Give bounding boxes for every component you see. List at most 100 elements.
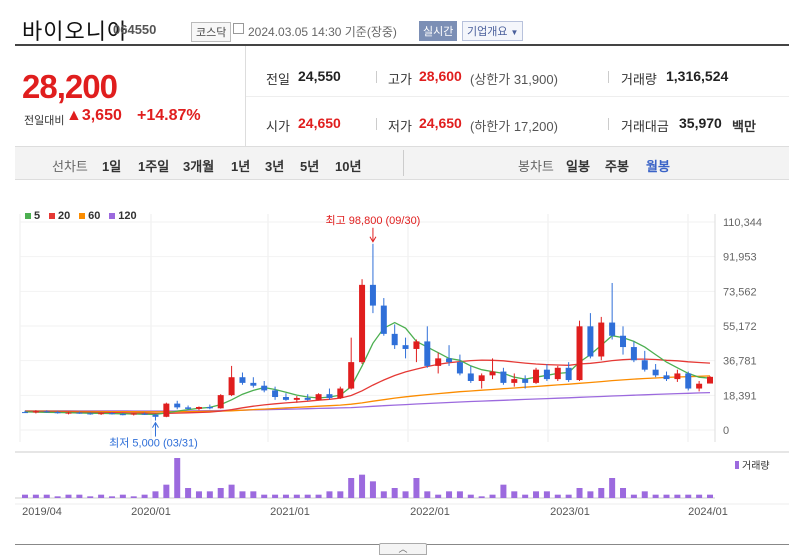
candle-body xyxy=(272,390,279,398)
volume-bar xyxy=(663,494,670,498)
candle-body xyxy=(119,414,126,416)
candle-body xyxy=(478,375,485,381)
candle-body xyxy=(337,388,344,398)
volume-bar xyxy=(478,496,485,498)
low-arrow-head xyxy=(152,421,159,428)
volume-bar xyxy=(119,494,126,498)
ma-line-ma20 xyxy=(24,358,711,415)
tab-1y[interactable]: 1년 xyxy=(231,159,251,174)
candle-body xyxy=(195,407,202,409)
volume-bar xyxy=(272,494,279,498)
volume-bar xyxy=(163,484,170,498)
y-tick-label: 110,344 xyxy=(723,217,762,229)
ma-line-ma60 xyxy=(24,375,711,413)
tab-5y[interactable]: 5년 xyxy=(300,159,320,174)
current-price: 28,200 xyxy=(22,68,118,105)
candle-body xyxy=(54,412,61,414)
volume-bar xyxy=(554,494,561,498)
candle-body xyxy=(43,411,50,413)
candle-body xyxy=(500,371,507,383)
candle-body xyxy=(641,360,648,370)
volume-bar xyxy=(228,484,235,498)
candle-body xyxy=(707,376,713,384)
volume-bar xyxy=(206,491,213,498)
tab-monthly[interactable]: 월봉 xyxy=(646,159,670,174)
candle-body xyxy=(130,413,137,415)
line-chart-label: 선차트 xyxy=(52,159,88,174)
y-tick-label: 18,391 xyxy=(723,390,757,402)
candle-body xyxy=(696,383,703,389)
candle-body xyxy=(141,413,148,415)
candle-body xyxy=(98,413,105,415)
stat-separator xyxy=(376,118,377,130)
volume-label: 거래량 xyxy=(621,72,657,87)
realtime-button[interactable]: 실시간 xyxy=(419,21,458,41)
upper-limit: (상한가 31,900) xyxy=(470,72,558,87)
candle-body xyxy=(435,358,442,366)
high-arrow-head xyxy=(369,236,377,243)
legend-ma60: 60 xyxy=(79,210,100,222)
volume-bar xyxy=(348,478,355,498)
volume-bar xyxy=(217,488,224,498)
volume-bar xyxy=(511,491,518,498)
low-annotation: 최저 5,000 (03/31) xyxy=(109,437,198,450)
candle-body xyxy=(250,382,257,386)
tab-1w[interactable]: 1주일 xyxy=(138,159,170,174)
volume-bar xyxy=(65,494,72,498)
volume-bar xyxy=(456,491,463,498)
company-info-dropdown[interactable]: 기업개요 ▼ xyxy=(462,21,524,41)
volume-bar xyxy=(609,478,616,498)
candle-body xyxy=(456,362,463,374)
volume-bar xyxy=(369,481,376,498)
prev-close-value: 24,550 xyxy=(298,68,341,84)
candle-body xyxy=(315,394,322,400)
volume-bar xyxy=(195,491,202,498)
x-tick-label: 2021/01 xyxy=(270,506,310,518)
candle-body xyxy=(576,326,583,381)
tab-weekly[interactable]: 주봉 xyxy=(605,159,629,174)
candle-body xyxy=(391,333,398,346)
calendar-icon xyxy=(233,23,244,34)
volume-bar xyxy=(435,494,442,498)
volume-bar xyxy=(424,491,431,498)
volume-bar xyxy=(522,494,529,498)
change-value: ▲3,650 xyxy=(66,107,122,124)
amount-unit: 백만 xyxy=(732,119,756,134)
candle-body xyxy=(446,358,453,363)
volume-bar xyxy=(576,488,583,498)
volume-bar xyxy=(337,491,344,498)
volume-value: 1,316,524 xyxy=(666,68,729,84)
lower-limit: (하한가 17,200) xyxy=(470,119,558,134)
candle-body xyxy=(489,371,496,376)
tab-10y[interactable]: 10년 xyxy=(335,159,362,174)
volume-legend-swatch xyxy=(735,461,739,469)
company-info-label: 기업개요 xyxy=(467,26,508,38)
y-tick-label: 91,953 xyxy=(723,252,757,264)
chevron-down-icon: ▼ xyxy=(510,28,519,37)
amount-value: 35,970 xyxy=(679,115,722,131)
chart-collapse-handle[interactable]: ︿ xyxy=(379,543,427,555)
candle-body xyxy=(652,369,659,376)
stat-separator xyxy=(608,71,609,83)
volume-bar xyxy=(630,494,637,498)
tab-3m[interactable]: 3개월 xyxy=(183,159,215,174)
candle-body xyxy=(543,369,550,380)
candle-body xyxy=(598,322,605,357)
tab-1d[interactable]: 1일 xyxy=(102,159,122,174)
candle-body xyxy=(22,412,28,414)
price-panel xyxy=(15,46,246,146)
volume-bar xyxy=(76,494,83,498)
volume-bar xyxy=(587,491,594,498)
volume-label: 거래량 xyxy=(742,460,770,472)
candle-body xyxy=(424,341,431,366)
volume-bar xyxy=(174,458,181,498)
tab-3y[interactable]: 3년 xyxy=(265,159,285,174)
amount-label: 거래대금 xyxy=(621,119,669,134)
header-divider xyxy=(15,44,789,46)
tab-daily[interactable]: 일봉 xyxy=(566,159,590,174)
volume-bar xyxy=(98,494,105,498)
tab-separator xyxy=(403,150,404,176)
candle-body xyxy=(467,373,474,381)
volume-bar xyxy=(500,484,507,498)
